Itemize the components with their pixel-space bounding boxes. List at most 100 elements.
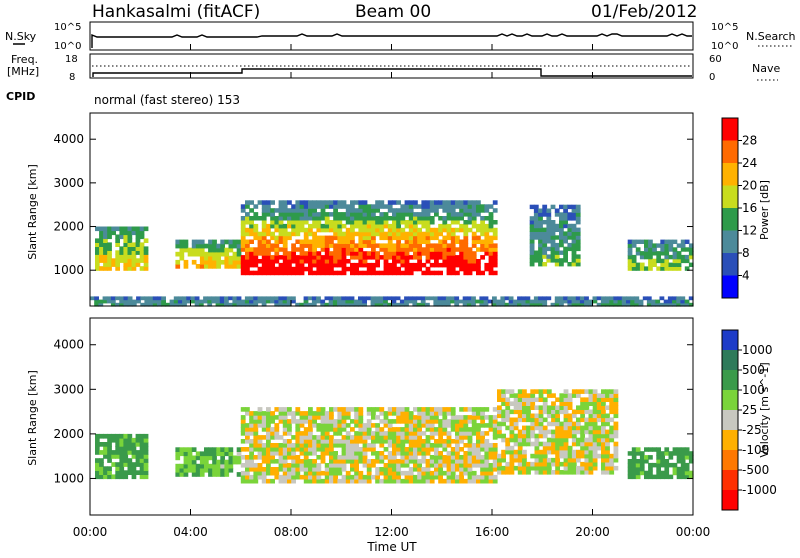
echo-cell <box>425 270 431 276</box>
echo-cell <box>208 239 213 245</box>
echo-cell <box>110 302 116 307</box>
echo-cell <box>362 299 367 304</box>
echo-cell <box>103 230 108 236</box>
echo-cell <box>307 302 313 307</box>
echo-cell <box>601 433 606 439</box>
echo-cell <box>655 299 661 304</box>
echo-cell <box>119 454 125 459</box>
echo-cell <box>396 439 401 444</box>
echo-cell <box>551 457 556 463</box>
echo-cell <box>366 255 372 260</box>
echo-cell <box>571 429 577 435</box>
echo-cell <box>684 299 690 304</box>
echo-cell <box>463 415 469 420</box>
freq-panel: Freq. [MHz] 18 8 60 0 Nave <box>7 53 780 83</box>
echo-cell <box>135 258 141 263</box>
echo-cell <box>216 463 221 469</box>
echo-cell <box>95 246 100 251</box>
echo-cell <box>471 231 477 237</box>
echo-cell <box>135 442 141 447</box>
echo-cell <box>605 389 610 394</box>
echo-cell <box>362 208 368 213</box>
echo-cell <box>551 437 556 443</box>
echo-cell <box>220 251 225 257</box>
echo-cell <box>337 231 343 237</box>
echo-cell <box>95 262 100 267</box>
echo-cell <box>333 431 338 436</box>
echo-cell <box>337 247 343 252</box>
echo-cell <box>434 231 439 237</box>
echo-cell <box>316 270 322 276</box>
echo-cell <box>471 243 477 248</box>
echo-cell <box>224 255 230 261</box>
echo-cell <box>316 407 322 412</box>
echo-cell <box>559 216 564 221</box>
echo-cell <box>245 243 250 248</box>
echo-cell <box>383 216 389 221</box>
echo-cell <box>400 459 406 464</box>
echo-cell <box>157 299 162 304</box>
echo-cell <box>378 299 384 304</box>
echo-cell <box>476 447 481 452</box>
echo-cell <box>139 470 145 475</box>
echo-cell <box>366 270 372 276</box>
echo-cell <box>450 216 456 221</box>
echo-cell <box>471 262 477 268</box>
echo-cell <box>274 223 280 229</box>
echo-cell <box>324 251 330 256</box>
echo-cell <box>425 411 431 416</box>
echo-cell <box>575 220 581 225</box>
colorbar-tick-label: 28 <box>742 134 757 148</box>
echo-cell <box>245 474 250 480</box>
echo-cell <box>245 212 250 217</box>
echo-cell <box>529 204 535 210</box>
echo-cell <box>563 470 569 475</box>
echo-cell <box>442 439 448 444</box>
echo-cell <box>530 441 536 447</box>
echo-cell <box>175 463 181 469</box>
echo-cell <box>609 433 615 439</box>
echo-cell <box>455 415 460 420</box>
echo-cell <box>295 270 301 276</box>
echo-cell <box>609 470 615 475</box>
echo-cell <box>463 247 469 252</box>
echo-cell <box>592 437 598 443</box>
echo-cell <box>103 474 108 480</box>
echo-cell <box>287 463 292 468</box>
echo-cell <box>559 302 564 307</box>
echo-cell <box>584 299 589 304</box>
echo-cell <box>492 270 498 276</box>
echo-cell <box>467 447 473 452</box>
echo-cell <box>429 243 435 248</box>
echo-cell <box>143 254 149 259</box>
echo-cell <box>434 451 439 456</box>
echo-cell <box>291 415 296 420</box>
echo-cell <box>383 419 389 424</box>
echo-cell <box>446 463 452 468</box>
echo-cell <box>437 296 443 301</box>
echo-cell <box>341 435 347 440</box>
echo-cell <box>253 259 259 264</box>
echo-cell <box>546 445 552 451</box>
echo-cell <box>567 433 573 439</box>
echo-cell <box>396 255 401 260</box>
echo-cell <box>123 262 129 267</box>
echo-cell <box>501 433 506 439</box>
echo-cell <box>245 266 250 272</box>
echo-cell <box>563 457 569 463</box>
echo-cell <box>488 216 494 221</box>
echo-cell <box>316 411 322 416</box>
echo-cell <box>308 419 313 424</box>
echo-cell <box>123 462 129 467</box>
echo-cell <box>198 299 204 304</box>
echo-cell <box>358 415 364 420</box>
echo-cell <box>249 443 254 448</box>
echo-cell <box>400 431 406 436</box>
echo-cell <box>404 251 410 256</box>
echo-cell <box>492 419 498 424</box>
echo-cell <box>417 231 422 237</box>
echo-cell <box>119 433 125 439</box>
echo-cell <box>509 393 515 398</box>
echo-cell <box>370 296 376 301</box>
echo-cell <box>450 423 456 428</box>
